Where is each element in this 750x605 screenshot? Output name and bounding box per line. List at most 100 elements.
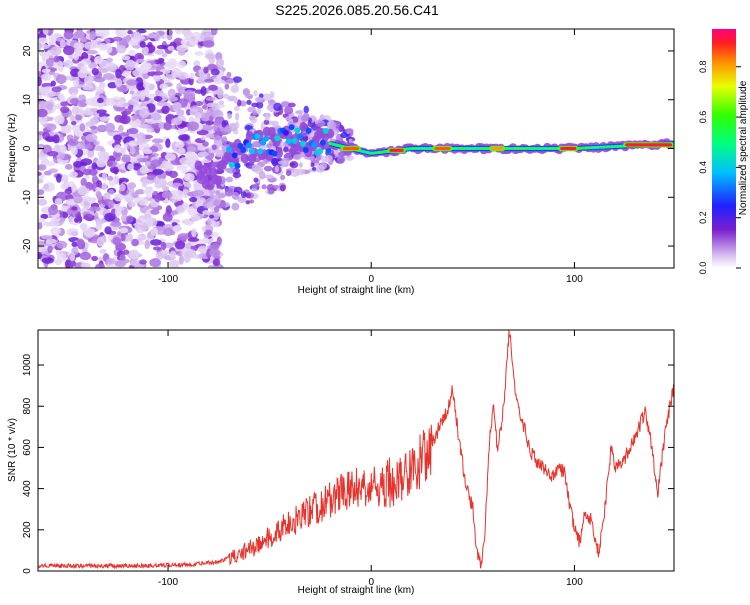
heatmap-cell [59, 39, 66, 48]
heatmap-cell [183, 253, 191, 264]
heatmap-cell [101, 172, 107, 181]
spectrogram-y-ticks: -20 -10 0 10 20 [22, 45, 674, 253]
heatmap-cell [139, 40, 146, 48]
snr-x-ticks: -100 0 100 [158, 330, 583, 588]
heatmap-cell [150, 239, 162, 246]
heatmap-cell [262, 135, 269, 142]
heatmap-cell [89, 31, 97, 40]
heatmap-cell [50, 80, 56, 87]
heatmap-cell [133, 31, 141, 40]
heatmap-cell [135, 77, 144, 87]
heatmap-cell [98, 125, 105, 131]
snr-x-label: Height of straight line (km) [298, 585, 415, 596]
heatmap-cell [215, 89, 224, 95]
x-tick-label: 100 [566, 274, 583, 285]
heatmap-cell [38, 189, 45, 196]
y-tick-label: 600 [22, 439, 33, 456]
heatmap-cell [98, 113, 110, 118]
heatmap-cell [106, 57, 114, 63]
heatmap-cell [194, 51, 204, 56]
heatmap-cell [245, 131, 254, 142]
heatmap-cell [114, 139, 121, 144]
heatmap-cell [209, 231, 219, 238]
heatmap-cell [204, 78, 214, 83]
snr-y-ticks: 0 200 400 600 800 1000 [22, 353, 674, 574]
heatmap-cell [258, 171, 266, 180]
heatmap-cell [183, 172, 195, 182]
heatmap-cell [78, 94, 86, 102]
heatmap-cell [216, 127, 221, 136]
heatmap-cell [58, 93, 64, 100]
heatmap-cell [41, 73, 52, 81]
heatmap-cell [120, 233, 126, 242]
heatmap-cell [71, 241, 78, 248]
heatmap-cell [97, 151, 107, 158]
heatmap-cell [121, 55, 131, 61]
heatmap-cell [56, 240, 68, 249]
heatmap-cell [81, 51, 89, 61]
heatmap-cell [280, 174, 286, 181]
heatmap-cell [64, 259, 77, 268]
heatmap-cell [153, 177, 161, 185]
heatmap-cell [213, 199, 220, 207]
heatmap-peak [560, 146, 577, 151]
snr-panel: -100 0 100 0 200 400 600 800 1000 Height of str… [7, 329, 675, 596]
heatmap-cell [255, 96, 264, 103]
heatmap-cell [79, 251, 92, 261]
heatmap-cell [225, 79, 235, 84]
heatmap-cell [60, 129, 72, 134]
heatmap-cell [274, 148, 283, 159]
heatmap-cell [71, 184, 77, 193]
heatmap-cell [100, 235, 107, 243]
heatmap-cell [288, 102, 296, 108]
heatmap-cell [264, 113, 271, 121]
heatmap-cell [231, 202, 240, 211]
heatmap-cell [189, 72, 196, 80]
heatmap-cell [165, 138, 171, 149]
heatmap-cell [46, 102, 54, 111]
heatmap-cell [205, 120, 215, 126]
x-tick-label: 0 [368, 274, 374, 285]
heatmap-cell [85, 121, 94, 127]
heatmap-cell [269, 91, 275, 99]
heatmap-cell [251, 184, 259, 189]
heatmap-cell [155, 251, 164, 261]
heatmap-cell [348, 138, 353, 144]
heatmap-cell [72, 33, 80, 40]
heatmap-cell [167, 96, 179, 102]
heatmap-cell [211, 102, 219, 111]
heatmap-cell [88, 62, 97, 69]
heatmap-cell [38, 245, 49, 252]
heatmap-cell [66, 228, 79, 237]
heatmap-cell [38, 221, 43, 230]
heatmap-cell [261, 184, 267, 190]
heatmap-cell [63, 30, 74, 40]
heatmap-cell [127, 233, 133, 242]
heatmap-cell [168, 219, 181, 224]
heatmap-cell [200, 189, 211, 198]
heatmap-cell [283, 106, 294, 115]
heatmap-cell [138, 234, 147, 241]
heatmap-cell [212, 258, 221, 267]
heatmap-cell [263, 165, 273, 172]
colorbar-tick-label: 0.8 [698, 60, 708, 73]
heatmap-cell [197, 245, 209, 254]
heatmap-peak [491, 146, 504, 151]
heatmap-cell [183, 89, 196, 100]
heatmap-cell [221, 120, 227, 128]
heatmap-cell [82, 84, 93, 91]
heatmap-cell [209, 115, 214, 122]
spectrogram-x-label: Height of straight line (km) [298, 285, 415, 296]
heatmap-cell [311, 166, 317, 171]
heatmap-cell [240, 153, 249, 164]
heatmap-cell [178, 134, 190, 141]
heatmap-cell [176, 60, 187, 69]
heatmap-cell [256, 108, 262, 115]
heatmap-cell [144, 160, 151, 167]
heatmap-cell [105, 100, 117, 107]
heatmap-cell [60, 205, 69, 211]
heatmap-cell [77, 185, 90, 196]
heatmap-cell [110, 221, 122, 228]
heatmap-cell [205, 96, 216, 102]
